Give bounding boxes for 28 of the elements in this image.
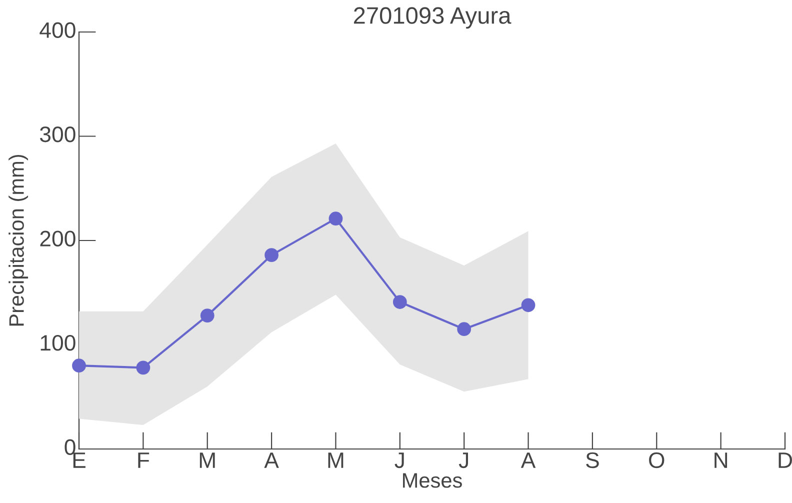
x-tick-label: D — [778, 452, 792, 468]
point — [136, 360, 150, 375]
x-tick-label: A — [264, 452, 279, 468]
x-tick-label: J — [394, 452, 404, 468]
y-tick-label: 400 — [40, 22, 76, 38]
y-tick-label: 200 — [40, 230, 76, 246]
x-tick-label: S — [586, 452, 599, 468]
x-tick-label: M — [328, 452, 344, 468]
x-tick-label: J — [458, 452, 468, 468]
chart-title: 2701093 Ayura — [354, 7, 512, 29]
point — [457, 322, 472, 336]
point — [72, 358, 86, 373]
y-tick-label: 300 — [40, 126, 76, 142]
y-tick-label: 0 — [64, 439, 76, 455]
y-axis-title: Precipitacion (mm) — [8, 154, 28, 326]
x-tick-label: O — [649, 452, 664, 468]
x-tick-label: M — [200, 452, 215, 468]
point — [521, 298, 536, 312]
point — [200, 308, 214, 323]
x-tick-label: E — [73, 452, 86, 468]
x-tick-label: A — [520, 452, 536, 468]
x-tick-label: N — [714, 452, 728, 468]
x-axis-title: Meses — [403, 473, 462, 488]
point — [392, 295, 407, 309]
x-tick-label: F — [138, 452, 150, 468]
y-tick-label: 100 — [40, 334, 76, 351]
point — [264, 248, 278, 262]
point — [328, 212, 343, 226]
